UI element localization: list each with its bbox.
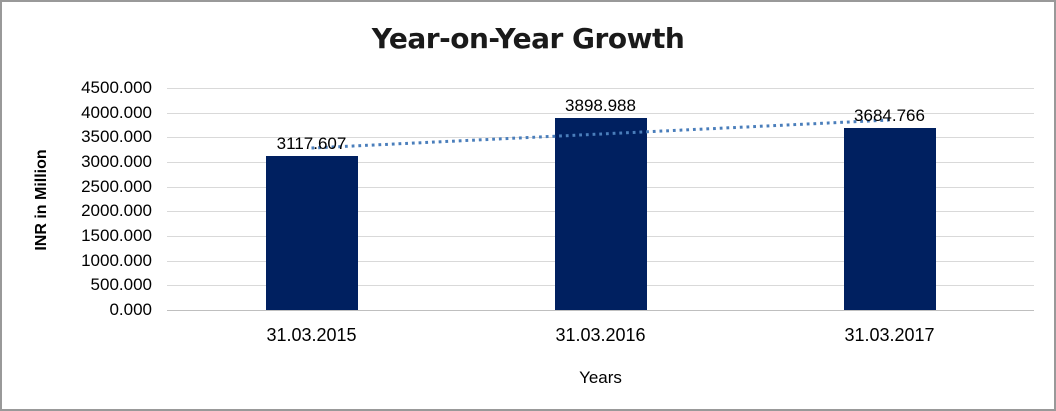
trendline-path (311, 118, 890, 150)
chart-title: Year-on-Year Growth (371, 22, 685, 55)
bar-value-label: 3117.607 (276, 134, 347, 154)
y-tick-label: 3500.000 (81, 127, 152, 147)
y-tick-label: 1500.000 (81, 226, 152, 245)
x-axis-title: Years (579, 368, 622, 387)
bar-value-label: 3684.766 (854, 106, 925, 126)
y-tick-label: 1000.000 (81, 250, 152, 270)
y-tick-label: 2000.000 (81, 201, 152, 221)
bar-31.03.2015 (265, 156, 358, 310)
x-tick-label: 31.03.2015 (266, 325, 357, 345)
y-tick-label: 4500.000 (81, 78, 152, 97)
x-tick-label: 31.03.2016 (555, 325, 646, 345)
x-axis-line (167, 310, 1034, 311)
bar-value-label: 3898.988 (565, 95, 636, 115)
x-tick-label: 31.03.2017 (844, 325, 935, 345)
y-tick-label: 3000.000 (81, 152, 152, 171)
bar-31.03.2016 (554, 117, 647, 310)
gridline (167, 88, 1034, 89)
y-tick-label: 500.000 (90, 275, 152, 295)
y-tick-label: 0.000 (109, 300, 152, 319)
gridline (167, 112, 1034, 114)
bar-31.03.2017 (843, 128, 936, 310)
y-tick-label: 2500.000 (81, 176, 152, 196)
plot-area (167, 88, 1034, 311)
y-tick-label: 4000.000 (81, 102, 152, 122)
trendline (311, 118, 890, 150)
